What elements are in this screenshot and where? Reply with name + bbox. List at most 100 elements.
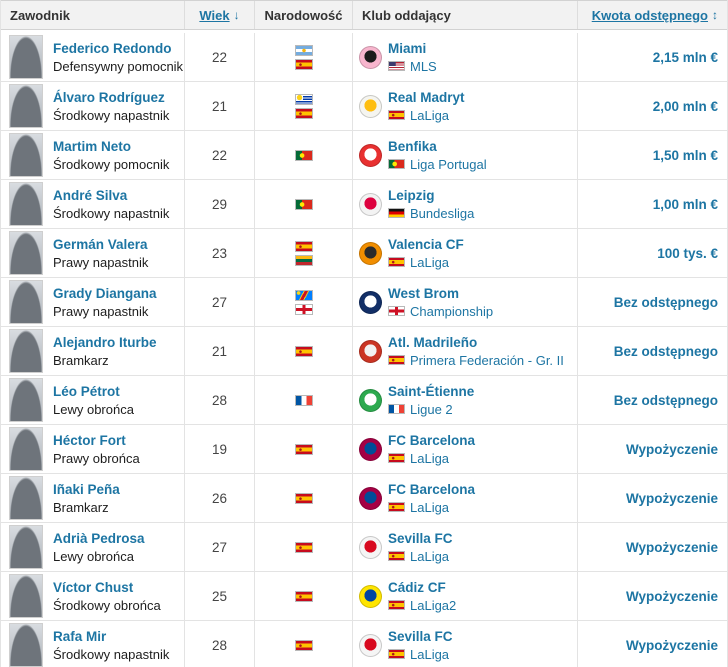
player-photo[interactable] bbox=[9, 329, 43, 373]
league-name-link[interactable]: Ligue 2 bbox=[410, 401, 453, 417]
sevilla-crest[interactable] bbox=[359, 535, 382, 559]
player-info: Germán Valera Prawy napastnik bbox=[53, 237, 148, 270]
player-name-link[interactable]: Germán Valera bbox=[53, 236, 148, 252]
player-photo[interactable] bbox=[9, 133, 43, 177]
league-name-link[interactable]: LaLiga bbox=[410, 646, 450, 662]
flag-spain-icon bbox=[294, 58, 313, 70]
sort-descending-icon[interactable]: ↓ bbox=[233, 8, 240, 22]
league-name-link[interactable]: LaLiga bbox=[410, 254, 450, 270]
club-info: Benfika Liga Portugal bbox=[388, 139, 487, 172]
nationality-cell bbox=[255, 180, 353, 228]
league-name-link[interactable]: Bundesliga bbox=[410, 205, 475, 221]
player-name-link[interactable]: Héctor Fort bbox=[53, 432, 126, 448]
age-sort-link[interactable]: Wiek bbox=[199, 7, 230, 23]
sevilla-crest[interactable] bbox=[359, 633, 382, 657]
club-info: Atl. Madrileño Primera Federación - Gr. … bbox=[388, 335, 564, 368]
player-photo[interactable] bbox=[9, 84, 43, 128]
player-photo[interactable] bbox=[9, 476, 43, 520]
club-name-link[interactable]: Leipzig bbox=[388, 187, 435, 203]
club-name-link[interactable]: FC Barcelona bbox=[388, 481, 476, 497]
player-photo[interactable] bbox=[9, 623, 43, 667]
player-name-link[interactable]: Grady Diangana bbox=[53, 285, 157, 301]
player-photo[interactable] bbox=[9, 378, 43, 422]
inter-miami-crest[interactable] bbox=[359, 45, 382, 69]
club-name-link[interactable]: Saint-Étienne bbox=[388, 383, 475, 399]
league-name-link[interactable]: LaLiga bbox=[410, 107, 450, 123]
valencia-crest[interactable] bbox=[359, 241, 382, 265]
column-header-fee: Kwota odstępnego ↕ bbox=[578, 1, 727, 29]
flag-england-icon bbox=[294, 303, 313, 315]
club-name-link[interactable]: Sevilla FC bbox=[388, 530, 453, 546]
league-name-link[interactable]: LaLiga bbox=[410, 548, 450, 564]
player-name-link[interactable]: André Silva bbox=[53, 187, 128, 203]
player-photo[interactable] bbox=[9, 182, 43, 226]
player-photo[interactable] bbox=[9, 427, 43, 471]
transfer-fee: Wypożyczenie bbox=[625, 588, 718, 604]
flag-drcongo-icon bbox=[294, 289, 313, 301]
league-name-link[interactable]: MLS bbox=[410, 58, 437, 74]
table-row: Héctor Fort Prawy obrońca 19 FC Barcelon… bbox=[1, 425, 727, 474]
league-name-link[interactable]: Primera Federación - Gr. II bbox=[410, 352, 564, 368]
player-name-link[interactable]: Federico Redondo bbox=[53, 40, 172, 56]
flag-spain-icon bbox=[294, 345, 313, 357]
player-photo[interactable] bbox=[9, 574, 43, 618]
player-position: Prawy napastnik bbox=[53, 303, 149, 319]
player-age: 25 bbox=[185, 572, 255, 620]
player-name-link[interactable]: Álvaro Rodríguez bbox=[53, 89, 165, 105]
player-name-link[interactable]: Adrià Pedrosa bbox=[53, 530, 145, 546]
atletico-madrileno-crest[interactable] bbox=[359, 339, 382, 363]
player-name-link[interactable]: Rafa Mir bbox=[53, 628, 107, 644]
fee-sort-link[interactable]: Kwota odstępnego bbox=[591, 7, 708, 23]
club-name-link[interactable]: Atl. Madrileño bbox=[388, 334, 478, 350]
saint-etienne-crest[interactable] bbox=[359, 388, 382, 412]
club-name-link[interactable]: Cádiz CF bbox=[388, 579, 446, 595]
player-name-link[interactable]: Martim Neto bbox=[53, 138, 132, 154]
club-cell: Real Madryt LaLiga bbox=[353, 82, 578, 130]
league-name-link[interactable]: LaLiga bbox=[410, 499, 450, 515]
club-name-link[interactable]: Sevilla FC bbox=[388, 628, 453, 644]
player-cell: Germán Valera Prawy napastnik bbox=[1, 229, 185, 277]
flag-spain-icon bbox=[388, 110, 405, 120]
cadiz-crest[interactable] bbox=[359, 584, 382, 608]
nationality-cell bbox=[255, 131, 353, 179]
fc-barcelona-crest[interactable] bbox=[359, 437, 382, 461]
player-age: 28 bbox=[185, 376, 255, 424]
league-name-link[interactable]: LaLiga2 bbox=[410, 597, 457, 613]
club-name-link[interactable]: Miami bbox=[388, 40, 427, 56]
club-info: Saint-Étienne Ligue 2 bbox=[388, 384, 474, 417]
league-name-link[interactable]: Championship bbox=[410, 303, 494, 319]
table-row: Iñaki Peña Bramkarz 26 FC Barcelona LaLi… bbox=[1, 474, 727, 523]
sort-both-icon[interactable]: ↕ bbox=[712, 8, 718, 22]
player-photo[interactable] bbox=[9, 35, 43, 79]
player-name-link[interactable]: Alejandro Iturbe bbox=[53, 334, 157, 350]
nationality-cell bbox=[255, 327, 353, 375]
club-name-link[interactable]: Benfika bbox=[388, 138, 437, 154]
player-info: Víctor Chust Środkowy obrońca bbox=[53, 580, 161, 613]
benfica-crest[interactable] bbox=[359, 143, 382, 167]
rb-leipzig-crest[interactable] bbox=[359, 192, 382, 216]
player-info: Héctor Fort Prawy obrońca bbox=[53, 433, 140, 466]
club-info: Miami MLS bbox=[388, 41, 437, 74]
player-position: Defensywny pomocnik bbox=[53, 58, 184, 74]
player-photo[interactable] bbox=[9, 231, 43, 275]
real-madrid-crest[interactable] bbox=[359, 94, 382, 118]
club-name-link[interactable]: Valencia CF bbox=[388, 236, 464, 252]
player-photo[interactable] bbox=[9, 525, 43, 569]
league-name-link[interactable]: LaLiga bbox=[410, 450, 450, 466]
fc-barcelona-crest[interactable] bbox=[359, 486, 382, 510]
league-name-link[interactable]: Liga Portugal bbox=[410, 156, 487, 172]
player-photo[interactable] bbox=[9, 280, 43, 324]
player-name-link[interactable]: Iñaki Peña bbox=[53, 481, 120, 497]
club-name-link[interactable]: Real Madryt bbox=[388, 89, 465, 105]
transfer-fee: 2,15 mln € bbox=[652, 49, 718, 65]
transfer-fee: Bez odstępnego bbox=[613, 392, 718, 408]
club-info: Cádiz CF LaLiga2 bbox=[388, 580, 456, 613]
player-name-link[interactable]: Víctor Chust bbox=[53, 579, 134, 595]
flag-usa-icon bbox=[388, 61, 405, 71]
player-name-link[interactable]: Léo Pétrot bbox=[53, 383, 120, 399]
west-brom-crest[interactable] bbox=[359, 290, 382, 314]
club-name-link[interactable]: FC Barcelona bbox=[388, 432, 476, 448]
player-cell: Álvaro Rodríguez Środkowy napastnik bbox=[1, 82, 185, 130]
club-name-link[interactable]: West Brom bbox=[388, 285, 460, 301]
player-cell: Adrià Pedrosa Lewy obrońca bbox=[1, 523, 185, 571]
